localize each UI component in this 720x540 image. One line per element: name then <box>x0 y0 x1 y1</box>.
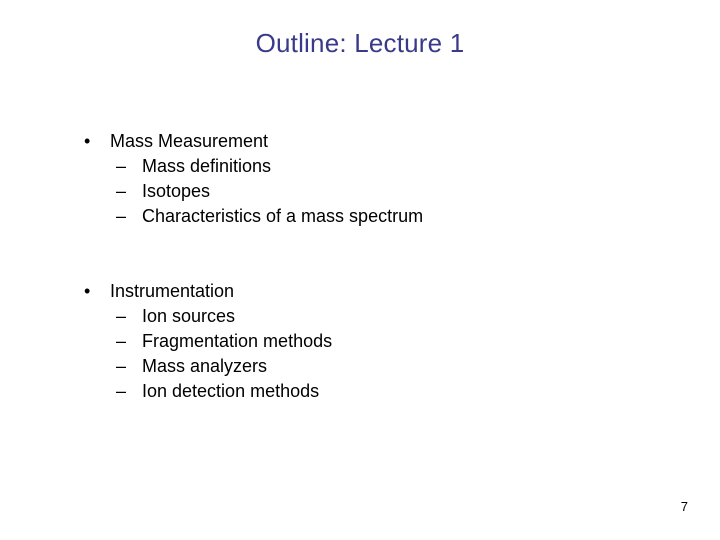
outline-item-line: • Mass Measurement <box>84 131 660 152</box>
outline-subitem-label: Mass analyzers <box>142 356 267 377</box>
outline-subitem-label: Mass definitions <box>142 156 271 177</box>
outline-subitem: – Characteristics of a mass spectrum <box>116 206 660 227</box>
dash-icon: – <box>116 306 142 327</box>
outline-sublist: – Ion sources – Fragmentation methods – … <box>84 306 660 402</box>
bullet-icon: • <box>84 131 110 152</box>
outline-item: • Instrumentation – Ion sources – Fragme… <box>84 281 660 402</box>
slide: Outline: Lecture 1 • Mass Measurement – … <box>0 0 720 540</box>
outline-subitem: – Mass definitions <box>116 156 660 177</box>
outline-subitem-label: Isotopes <box>142 181 210 202</box>
page-number: 7 <box>681 499 688 514</box>
outline-subitem-label: Characteristics of a mass spectrum <box>142 206 423 227</box>
outline-subitem-label: Ion detection methods <box>142 381 319 402</box>
outline-subitem-label: Ion sources <box>142 306 235 327</box>
outline-item: • Mass Measurement – Mass definitions – … <box>84 131 660 227</box>
dash-icon: – <box>116 181 142 202</box>
dash-icon: – <box>116 356 142 377</box>
dash-icon: – <box>116 331 142 352</box>
slide-content: • Mass Measurement – Mass definitions – … <box>60 131 660 402</box>
outline-subitem: – Ion sources <box>116 306 660 327</box>
outline-subitem-label: Fragmentation methods <box>142 331 332 352</box>
outline-sublist: – Mass definitions – Isotopes – Characte… <box>84 156 660 227</box>
bullet-icon: • <box>84 281 110 302</box>
outline-item-label: Mass Measurement <box>110 131 268 152</box>
outline-item-label: Instrumentation <box>110 281 234 302</box>
outline-subitem: – Mass analyzers <box>116 356 660 377</box>
outline-subitem: – Isotopes <box>116 181 660 202</box>
dash-icon: – <box>116 156 142 177</box>
outline-subitem: – Fragmentation methods <box>116 331 660 352</box>
outline-subitem: – Ion detection methods <box>116 381 660 402</box>
dash-icon: – <box>116 381 142 402</box>
slide-title: Outline: Lecture 1 <box>60 28 660 59</box>
dash-icon: – <box>116 206 142 227</box>
outline-item-line: • Instrumentation <box>84 281 660 302</box>
